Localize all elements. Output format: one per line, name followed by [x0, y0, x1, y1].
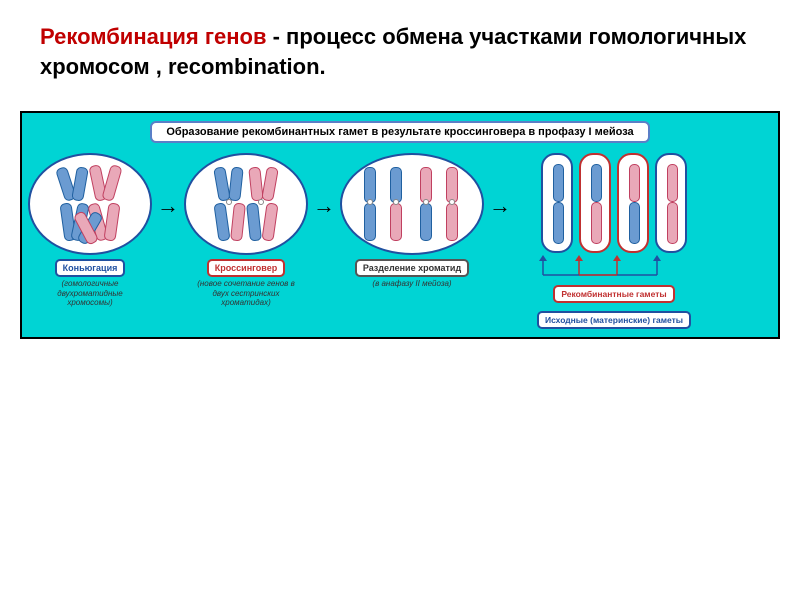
diagram-container: Образование рекомбинантных гамет в резул…: [20, 111, 780, 339]
gamete-parental-pink: [655, 153, 687, 253]
arrow-3: →: [486, 193, 514, 219]
gamete-recombinant-2: [617, 153, 649, 253]
stage-crossover: Кроссинговер (новое сочетание генов в дв…: [182, 153, 310, 307]
arrow-2: →: [310, 193, 338, 219]
title-highlight: Рекомбинация генов: [40, 24, 267, 49]
diagram-header-text: Образование рекомбинантных гамет в резул…: [150, 121, 649, 143]
gamete-parental-blue: [541, 153, 573, 253]
label-parental-gametes: Исходные (материнские) гаметы: [537, 311, 691, 329]
gametes-block: [541, 153, 687, 253]
cell-crossover: [184, 153, 308, 255]
label-conjugation: Коньюгация: [55, 259, 126, 277]
stages-row: Коньюгация (гомологичные двухроматидные …: [22, 149, 778, 337]
caption-crossover: (новое сочетание генов в двух сестрински…: [191, 279, 301, 307]
label-separation: Разделение хроматид: [355, 259, 469, 277]
cell-separation: [340, 153, 484, 255]
label-recombinant-gametes: Рекомбинантные гаметы: [553, 285, 674, 303]
stage-separation: Разделение хроматид (в анафазу II мейоза…: [338, 153, 486, 288]
label-crossover: Кроссинговер: [207, 259, 285, 277]
caption-separation: (в анафазу II мейоза): [372, 279, 451, 288]
cell-conjugation: [28, 153, 152, 255]
stage-conjugation: Коньюгация (гомологичные двухроматидные …: [26, 153, 154, 307]
page-title: Рекомбинация генов - процесс обмена учас…: [0, 0, 800, 91]
arrow-1: →: [154, 193, 182, 219]
gamete-recombinant-1: [579, 153, 611, 253]
caption-conjugation: (гомологичные двухроматидные хромосомы): [35, 279, 145, 307]
stage-gametes: Рекомбинантные гаметы Исходные (материнс…: [514, 153, 714, 329]
gamete-arrows: [529, 255, 699, 277]
diagram-header-bar: Образование рекомбинантных гамет в резул…: [22, 113, 778, 149]
